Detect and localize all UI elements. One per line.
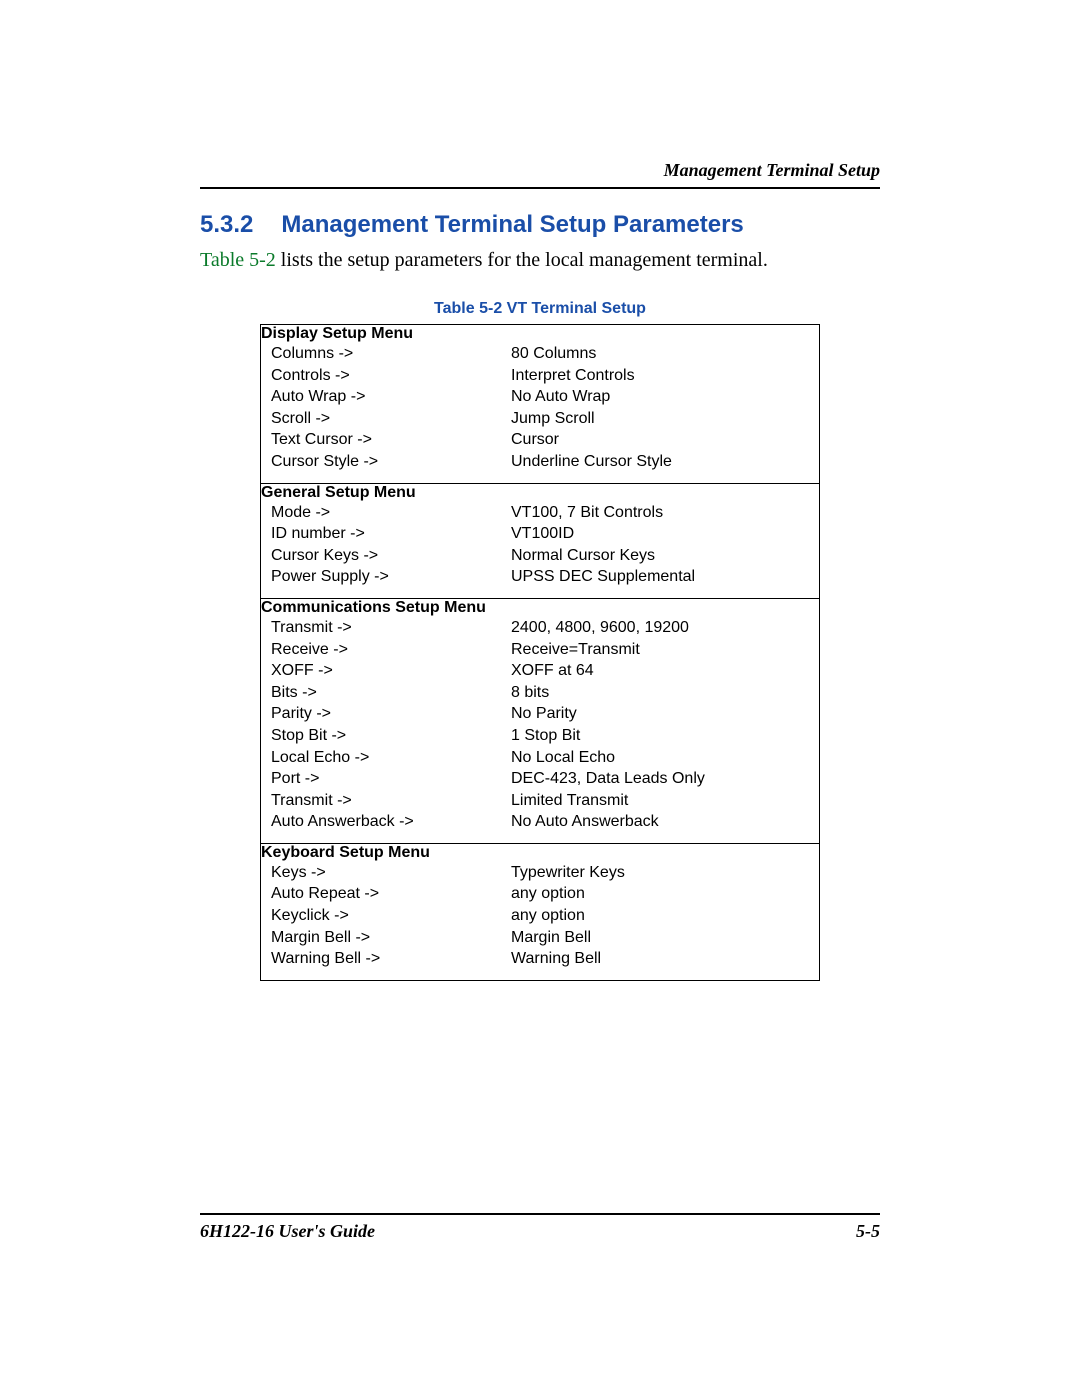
parameter-value: 8 bits (511, 682, 809, 704)
parameter-value: Cursor (511, 429, 809, 451)
parameter-value: UPSS DEC Supplemental (511, 566, 809, 588)
parameter-value: Interpret Controls (511, 365, 809, 387)
parameter-value: Normal Cursor Keys (511, 545, 809, 567)
parameter-label: Keys -> (271, 862, 511, 884)
vt-terminal-setup-table: Display Setup MenuColumns ->80 ColumnsCo… (260, 324, 820, 981)
table-row: Mode ->VT100, 7 Bit Controls (271, 502, 809, 524)
page-footer: 6H122-16 User's Guide 5-5 (200, 1213, 880, 1242)
parameter-label: Auto Repeat -> (271, 883, 511, 905)
parameter-label: Text Cursor -> (271, 429, 511, 451)
parameter-label: Keyclick -> (271, 905, 511, 927)
table-section-header: General Setup Menu (261, 483, 820, 502)
table-row: Auto Repeat ->any option (271, 883, 809, 905)
parameter-value: XOFF at 64 (511, 660, 809, 682)
table-row: XOFF ->XOFF at 64 (271, 660, 809, 682)
table-row: Parity ->No Parity (271, 703, 809, 725)
section-title: Management Terminal Setup Parameters (281, 211, 743, 238)
running-head: Management Terminal Setup (200, 160, 880, 189)
parameter-value: any option (511, 905, 809, 927)
parameter-value: VT100, 7 Bit Controls (511, 502, 809, 524)
parameter-value: Typewriter Keys (511, 862, 809, 884)
parameter-label: Mode -> (271, 502, 511, 524)
parameter-value: 2400, 4800, 9600, 19200 (511, 617, 809, 639)
intro-text: lists the setup parameters for the local… (276, 249, 768, 271)
table-row: Controls ->Interpret Controls (271, 365, 809, 387)
table-row: Scroll ->Jump Scroll (271, 408, 809, 430)
table-row: Cursor Keys ->Normal Cursor Keys (271, 545, 809, 567)
table-row: ID number ->VT100ID (271, 523, 809, 545)
parameter-label: Columns -> (271, 343, 511, 365)
intro-paragraph: Table 5-2 lists the setup parameters for… (200, 249, 880, 272)
table-row: Auto Wrap ->No Auto Wrap (271, 386, 809, 408)
parameter-value: Receive=Transmit (511, 639, 809, 661)
parameter-value: Underline Cursor Style (511, 451, 809, 473)
section-number: 5.3.2 (200, 211, 253, 238)
table-caption: Table 5-2 VT Terminal Setup (200, 300, 880, 318)
parameter-label: Port -> (271, 768, 511, 790)
footer-page-number: 5-5 (856, 1221, 880, 1242)
section-heading: 5.3.2 Management Terminal Setup Parameter… (200, 211, 880, 239)
parameter-value: No Parity (511, 703, 809, 725)
footer-guide-title: 6H122-16 User's Guide (200, 1221, 375, 1242)
parameter-value: Margin Bell (511, 927, 809, 949)
parameter-label: Scroll -> (271, 408, 511, 430)
parameter-label: Transmit -> (271, 617, 511, 639)
table-row: Warning Bell ->Warning Bell (271, 948, 809, 970)
table-row: Cursor Style ->Underline Cursor Style (271, 451, 809, 473)
parameter-value: No Local Echo (511, 747, 809, 769)
table-row: Port ->DEC-423, Data Leads Only (271, 768, 809, 790)
parameter-value: VT100ID (511, 523, 809, 545)
table-section-header: Display Setup Menu (261, 325, 820, 344)
table-row: Auto Answerback ->No Auto Answerback (271, 811, 809, 833)
parameter-value: Limited Transmit (511, 790, 809, 812)
table-row: Transmit ->Limited Transmit (271, 790, 809, 812)
table-row: Keyclick ->any option (271, 905, 809, 927)
parameter-label: ID number -> (271, 523, 511, 545)
table-reference-link[interactable]: Table 5-2 (200, 249, 276, 271)
parameter-label: Margin Bell -> (271, 927, 511, 949)
parameter-label: Stop Bit -> (271, 725, 511, 747)
parameter-value: DEC-423, Data Leads Only (511, 768, 809, 790)
parameter-label: Cursor Keys -> (271, 545, 511, 567)
parameter-label: Local Echo -> (271, 747, 511, 769)
table-row: Keys ->Typewriter Keys (271, 862, 809, 884)
parameter-value: No Auto Answerback (511, 811, 809, 833)
table-section-header: Keyboard Setup Menu (261, 843, 820, 862)
table-row: Text Cursor ->Cursor (271, 429, 809, 451)
parameter-label: Power Supply -> (271, 566, 511, 588)
table-row: Margin Bell ->Margin Bell (271, 927, 809, 949)
parameter-label: Receive -> (271, 639, 511, 661)
parameter-label: Transmit -> (271, 790, 511, 812)
parameter-value: any option (511, 883, 809, 905)
table-section-header: Communications Setup Menu (261, 598, 820, 617)
parameter-label: Parity -> (271, 703, 511, 725)
parameter-label: Controls -> (271, 365, 511, 387)
table-row: Stop Bit ->1 Stop Bit (271, 725, 809, 747)
parameter-label: XOFF -> (271, 660, 511, 682)
parameter-value: 1 Stop Bit (511, 725, 809, 747)
parameter-label: Warning Bell -> (271, 948, 511, 970)
parameter-value: Warning Bell (511, 948, 809, 970)
parameter-label: Bits -> (271, 682, 511, 704)
table-row: Bits ->8 bits (271, 682, 809, 704)
table-row: Receive ->Receive=Transmit (271, 639, 809, 661)
table-row: Local Echo ->No Local Echo (271, 747, 809, 769)
table-row: Power Supply ->UPSS DEC Supplemental (271, 566, 809, 588)
table-row: Columns ->80 Columns (271, 343, 809, 365)
parameter-label: Auto Wrap -> (271, 386, 511, 408)
parameter-value: Jump Scroll (511, 408, 809, 430)
table-row: Transmit ->2400, 4800, 9600, 19200 (271, 617, 809, 639)
parameter-label: Auto Answerback -> (271, 811, 511, 833)
parameter-value: 80 Columns (511, 343, 809, 365)
parameter-label: Cursor Style -> (271, 451, 511, 473)
parameter-value: No Auto Wrap (511, 386, 809, 408)
